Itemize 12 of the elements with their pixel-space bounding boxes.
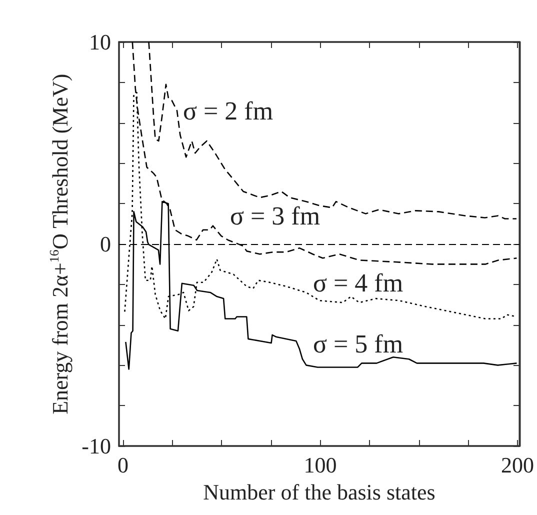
x-axis-title: Number of the basis states [203,479,436,504]
y-tick-label: 0 [100,232,111,256]
x-tick-label: 100 [304,452,337,478]
annotation: σ = 4 fm [313,268,404,298]
x-tick-label: 0 [117,452,128,478]
annotation: σ = 3 fm [230,202,320,230]
annotation: σ = 5 fm [313,330,404,358]
annotation: σ = 2 fm [183,96,274,126]
y-tick-label: 10 [89,30,111,54]
y-tick-label: -10 [82,434,111,458]
y-axis-title: Energy from 2α+16O Threshold (MeV) [46,74,72,414]
x-tick-label: 200 [501,452,534,478]
